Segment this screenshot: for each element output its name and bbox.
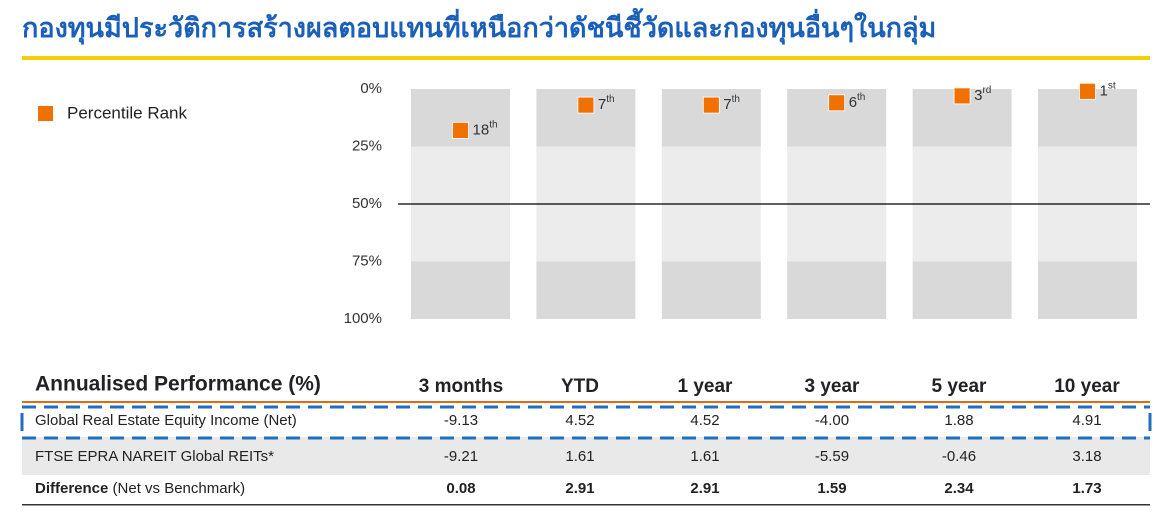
slide-title: กองทุนมีประวัติการสร้างผลตอบแทนที่เหนือก… (22, 7, 936, 45)
cell-value: 2.91 (565, 480, 594, 497)
quartile-band (536, 204, 636, 262)
quartile-band (787, 146, 887, 204)
rank-number: 6 (849, 94, 857, 111)
quartile-band (661, 204, 761, 262)
rank-label: 6th (849, 91, 866, 110)
column-header: 3 year (805, 376, 861, 397)
rank-suffix: rd (982, 85, 991, 96)
quartile-band (661, 146, 761, 204)
rank-suffix: th (606, 94, 614, 105)
column-header: 1 year (678, 376, 734, 397)
row-label: FTSE EPRA NAREIT Global REITs* (35, 448, 274, 465)
quartile-band (536, 261, 636, 319)
quartile-band (787, 204, 887, 262)
y-tick-label: 75% (352, 252, 382, 269)
rank-label: 7th (598, 94, 615, 113)
row-shade (22, 437, 1150, 475)
rank-suffix: st (1108, 80, 1116, 91)
y-tick-label: 25% (352, 137, 382, 154)
cell-value: 1.61 (690, 448, 719, 465)
rank-suffix: th (732, 94, 740, 105)
row-label: Difference (Net vs Benchmark) (35, 480, 245, 497)
cell-value: -0.46 (942, 448, 976, 465)
rank-number: 1 (1100, 82, 1108, 99)
rank-marker (577, 96, 595, 114)
row-label: Global Real Estate Equity Income (Net) (35, 412, 297, 429)
rank-label: 3rd (974, 85, 991, 104)
table-bottom-rule (22, 504, 1150, 506)
quartile-band (787, 261, 887, 319)
cell-value: 2.91 (690, 480, 719, 497)
rank-marker (1079, 82, 1096, 100)
quartile-band (912, 146, 1012, 204)
quartile-band (411, 261, 510, 319)
rank-marker (702, 96, 720, 114)
row-label-text: Difference (35, 480, 108, 497)
cell-value: 4.52 (690, 412, 719, 429)
rank-number: 7 (598, 96, 606, 113)
rank-label: 7th (723, 94, 740, 113)
cell-value: -9.13 (444, 412, 478, 429)
quartile-band (411, 204, 510, 262)
y-tick-label: 50% (352, 195, 382, 212)
cell-value: 2.34 (944, 480, 974, 497)
quartile-band (661, 261, 761, 319)
cell-value: 4.91 (1072, 412, 1101, 429)
cell-value: -9.21 (444, 448, 478, 465)
cell-value: 3.18 (1072, 448, 1101, 465)
legend-label: Percentile Rank (67, 103, 188, 122)
row-label-text: FTSE EPRA NAREIT Global REITs* (35, 448, 274, 465)
rank-number: 7 (723, 96, 731, 113)
rank-suffix: th (857, 91, 865, 102)
rank-label: 18th (473, 119, 498, 138)
cell-value: 4.52 (565, 412, 594, 429)
cell-value: 1.73 (1072, 480, 1101, 497)
quartile-band (1038, 261, 1137, 319)
quartile-band (912, 204, 1012, 262)
highlight-edge (20, 413, 1152, 431)
rank-label: 1st (1100, 80, 1116, 99)
header-rule (22, 401, 1150, 403)
quartile-band (1038, 146, 1137, 204)
quartile-band (912, 261, 1012, 319)
rank-marker (953, 87, 971, 105)
column-header: 3 months (419, 376, 503, 397)
rank-marker (452, 122, 469, 139)
legend-swatch (38, 106, 53, 121)
cell-value: 1.59 (817, 480, 846, 497)
cell-value: 1.61 (565, 448, 594, 465)
rank-number: 3 (974, 87, 982, 104)
cell-value: -4.00 (815, 412, 849, 429)
rank-suffix: th (489, 119, 497, 130)
column-header: 5 year (932, 376, 988, 397)
y-tick-label: 0% (360, 80, 382, 97)
title-underline (22, 56, 1150, 60)
rank-marker (828, 94, 846, 112)
row-label-note: (Net vs Benchmark) (113, 480, 246, 497)
y-tick-label: 100% (344, 310, 382, 327)
cell-value: 1.88 (944, 412, 973, 429)
column-header: YTD (561, 376, 599, 397)
table-title: Annualised Performance (%) (35, 373, 321, 396)
column-header: 10 year (1054, 376, 1120, 397)
quartile-band (536, 146, 636, 204)
rank-number: 18 (473, 121, 490, 138)
cell-value: -5.59 (815, 448, 849, 465)
highlight-dash (22, 405, 1150, 440)
quartile-band (411, 146, 510, 204)
row-label-text: Global Real Estate Equity Income (Net) (35, 412, 297, 429)
cell-value: 0.08 (446, 480, 475, 497)
quartile-band (1038, 204, 1137, 262)
